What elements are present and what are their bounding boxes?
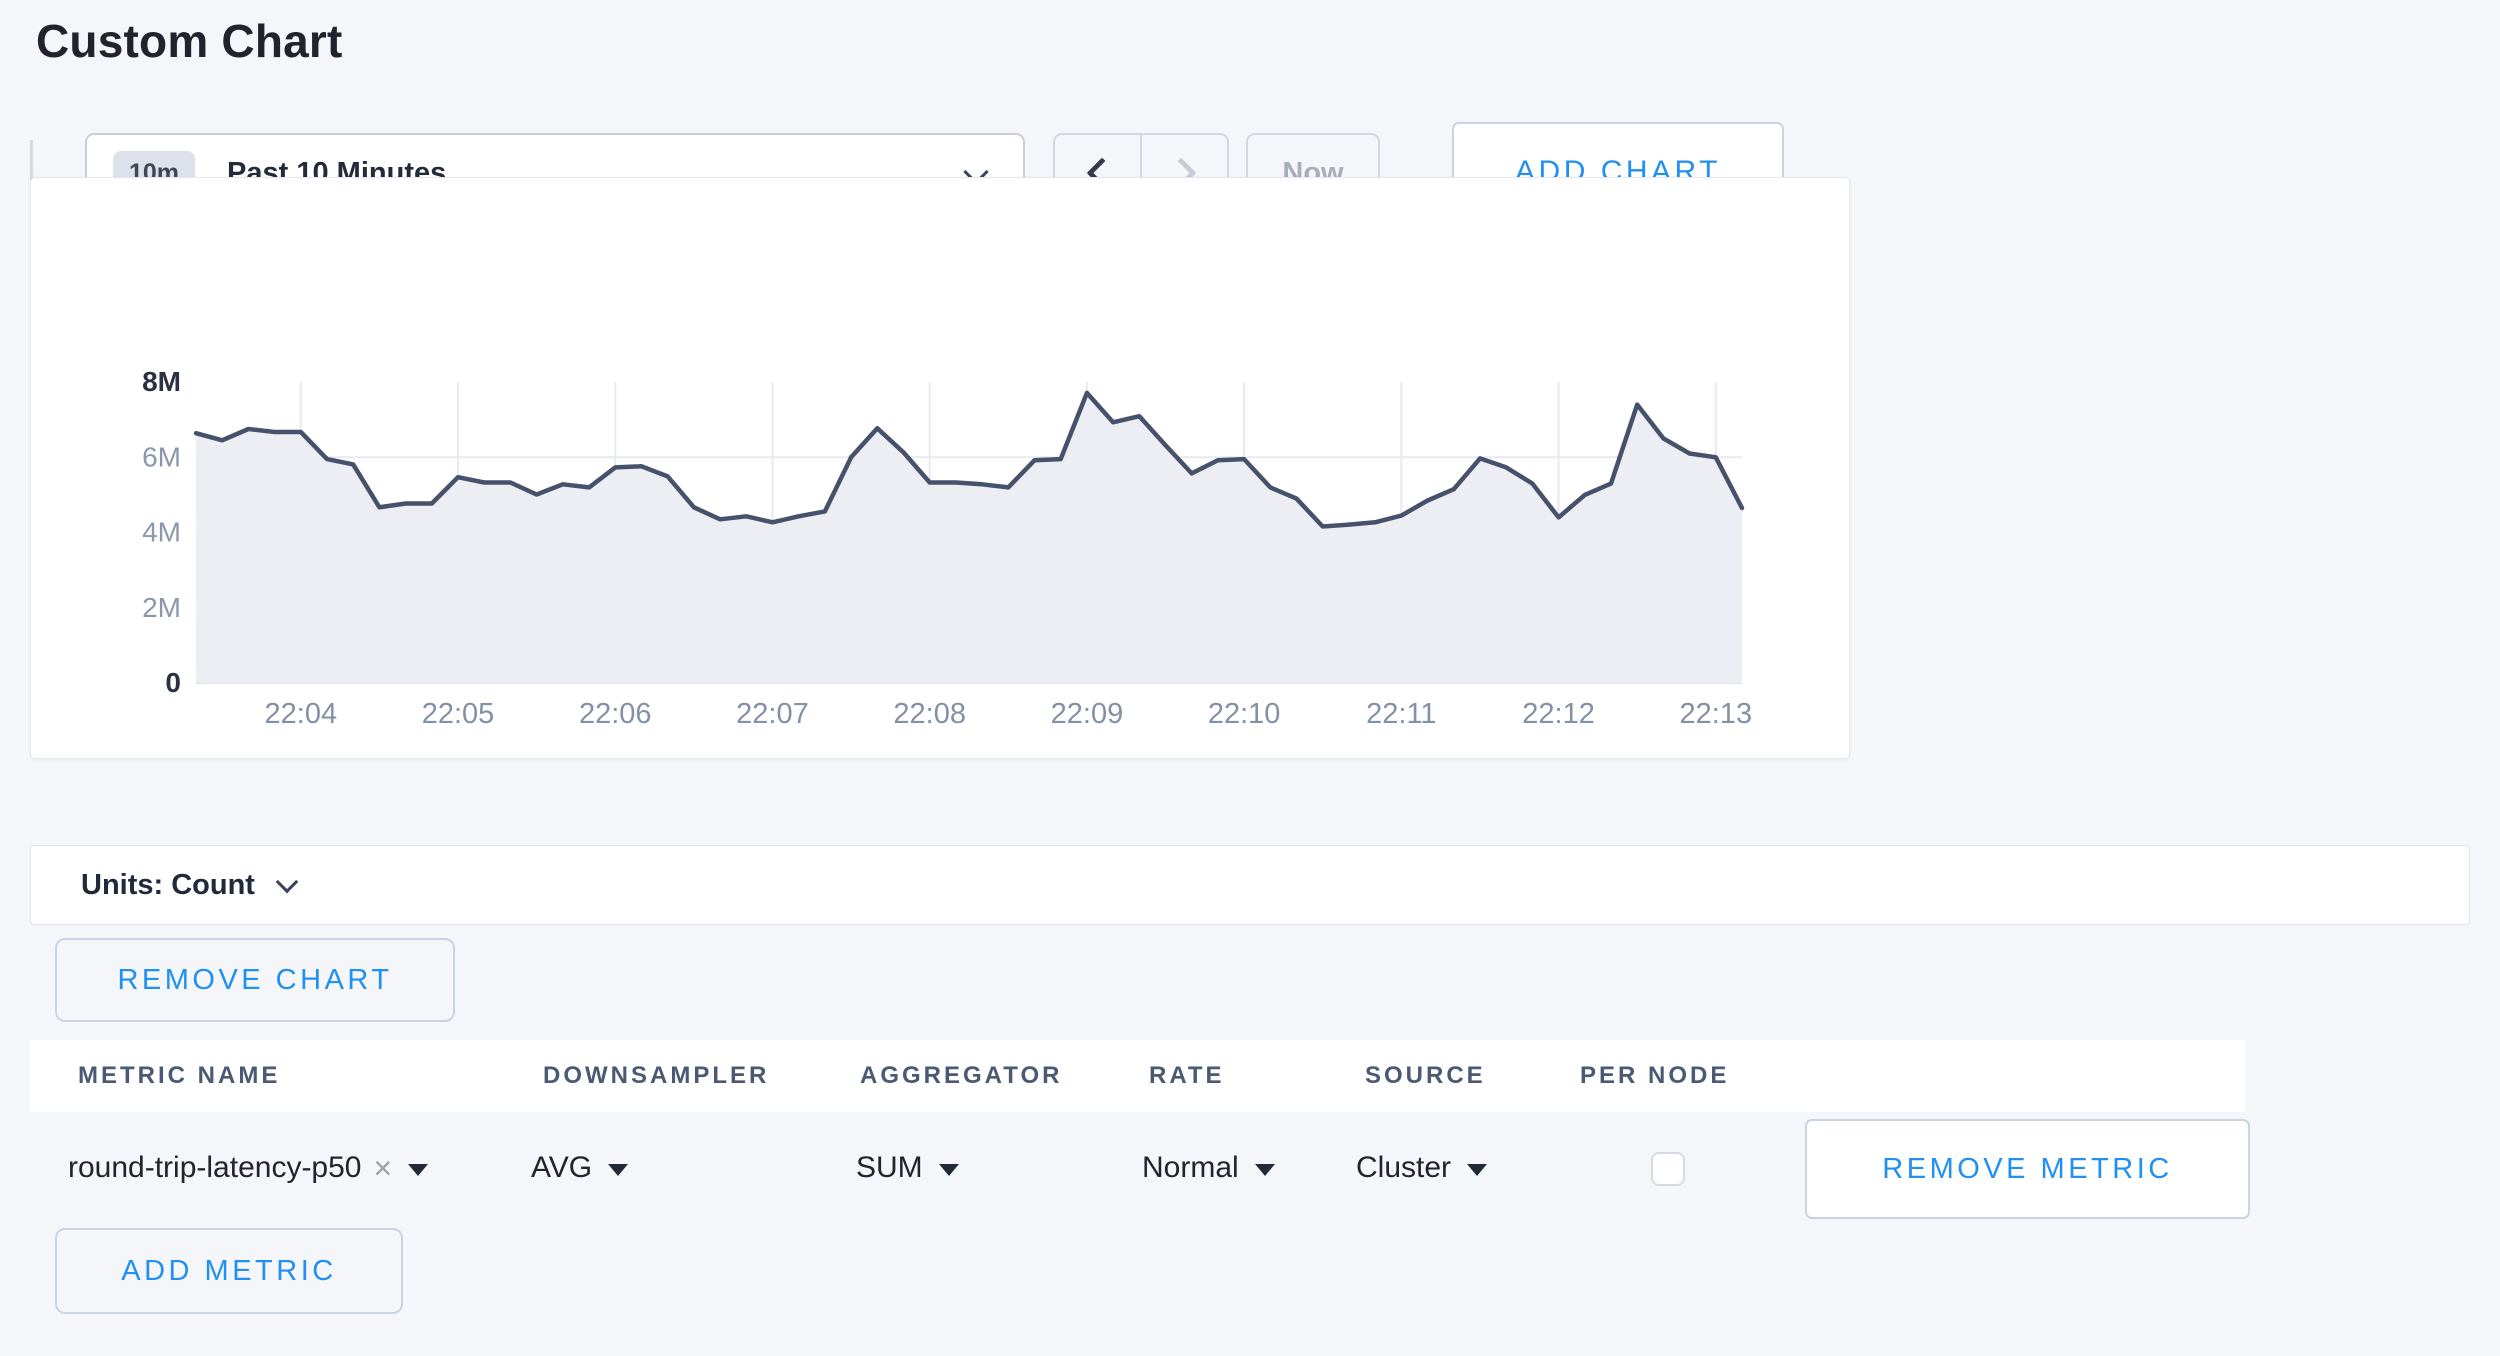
toolbar-divider [30,140,33,212]
svg-text:22:11: 22:11 [1366,698,1436,730]
svg-text:22:13: 22:13 [1680,698,1753,730]
svg-text:22:06: 22:06 [579,698,652,730]
remove-metric-label: REMOVE METRIC [1882,1152,2173,1185]
rate-value: Normal [1142,1151,1239,1184]
svg-text:0: 0 [165,667,181,698]
dropdown-caret-icon [1254,1164,1275,1176]
svg-text:22:04: 22:04 [265,698,338,730]
metrics-table-header: METRIC NAME DOWNSAMPLER AGGREGATOR RATE … [30,1040,2245,1112]
metric-name-value: round-trip-latency-p50 [68,1151,362,1184]
aggregator-value: SUM [856,1151,923,1184]
svg-text:6M: 6M [142,441,181,472]
svg-text:22:12: 22:12 [1522,698,1595,730]
downsampler-dropdown[interactable]: AVG [531,1112,629,1224]
chevron-down-icon [275,870,299,894]
per-node-checkbox[interactable] [1651,1152,1685,1186]
column-header-per-node: PER NODE [1580,1062,1730,1089]
units-bar: Units: Count [30,845,2470,925]
column-header-downsampler: DOWNSAMPLER [543,1062,770,1089]
remove-metric-button[interactable]: REMOVE METRIC [1805,1119,2250,1219]
svg-text:22:09: 22:09 [1051,698,1124,730]
units-dropdown-label: Units: Count [81,868,255,901]
svg-text:22:07: 22:07 [736,698,809,730]
remove-chart-button[interactable]: REMOVE CHART [55,938,455,1022]
svg-text:22:05: 22:05 [422,698,495,730]
aggregator-dropdown[interactable]: SUM [856,1112,959,1224]
column-header-aggregator: AGGREGATOR [860,1062,1063,1089]
svg-text:22:10: 22:10 [1208,698,1281,730]
svg-text:8M: 8M [142,366,181,397]
svg-text:22:08: 22:08 [893,698,966,730]
chart-card: 0 2M 4M 6M 8M 22:04 22:05 22:06 22:07 22:08 22:09 2… [30,177,1850,759]
clear-metric-icon[interactable]: × [373,1149,393,1186]
add-metric-button[interactable]: ADD METRIC [55,1228,403,1314]
column-header-source: SOURCE [1365,1062,1486,1089]
metric-area-chart: 0 2M 4M 6M 8M 22:04 22:05 22:06 22:07 22:08 22:09 2… [142,366,1753,730]
column-header-rate: RATE [1149,1062,1225,1089]
units-dropdown[interactable]: Units: Count [81,868,299,902]
source-dropdown[interactable]: Cluster [1356,1112,1488,1224]
dropdown-caret-icon [608,1164,629,1176]
page-title: Custom Chart [36,15,343,67]
next-time-button[interactable] [1140,135,1227,211]
svg-text:2M: 2M [142,592,181,623]
dropdown-caret-icon [408,1164,429,1176]
remove-chart-label: REMOVE CHART [117,963,393,996]
rate-dropdown[interactable]: Normal [1142,1112,1275,1224]
add-metric-label: ADD METRIC [121,1254,337,1287]
dropdown-caret-icon [938,1164,959,1176]
metric-name-dropdown[interactable]: round-trip-latency-p50 × [68,1112,429,1224]
source-value: Cluster [1356,1151,1452,1184]
column-header-metric-name: METRIC NAME [78,1062,281,1089]
dropdown-caret-icon [1467,1164,1488,1176]
svg-text:4M: 4M [142,517,181,548]
downsampler-value: AVG [531,1151,593,1184]
